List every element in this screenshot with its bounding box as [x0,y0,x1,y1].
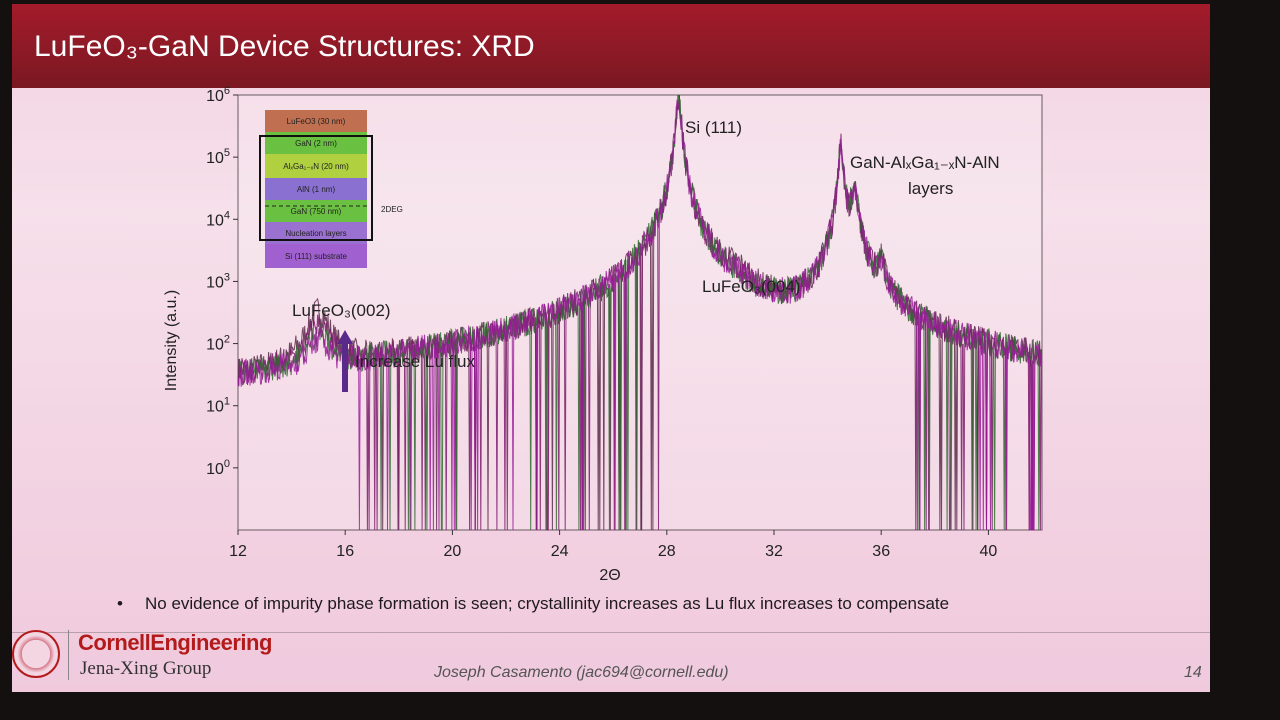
y-tick-label: 100 [206,458,230,478]
cornell-engineering-logo: CornellEngineering [78,630,272,655]
inset-layer [265,132,367,154]
y-tick-label: 103 [206,271,230,291]
peak-label-layers-line2: layers [908,179,953,198]
x-tick-label: 28 [658,543,676,560]
y-tick-label: 104 [206,209,230,229]
slide: LuFeO₃-GaN Device Structures: XRD 100 101… [12,4,1210,692]
increase-arrow-head [337,330,353,344]
x-tick-label: 32 [765,543,783,560]
inset-layer [265,200,367,222]
group-name: Jena-Xing Group [80,658,212,679]
inset-layer [265,244,367,268]
footer-author: Joseph Casamento (jac694@cornell.edu) [434,664,729,681]
increase-flux-label: Increase Lu flux [355,352,476,371]
peak-label-lufeo3-002: LuFeO₃(002) [292,301,391,320]
x-tick-label: 36 [872,543,890,560]
inset-layer-label: GaN (2 nm) [295,139,337,148]
inset-2deg-label: 2DEG [381,205,403,214]
cornell-seal-icon [12,630,60,678]
footer-divider [12,632,1210,633]
title-bar: LuFeO₃-GaN Device Structures: XRD [12,4,1210,88]
inset-layer-label: Si (111) substrate [285,252,348,261]
inset-layer-label: Nucleation layers [285,229,346,238]
inset-heterostructure-box [259,135,373,241]
y-axis-label: Intensity (a.u.) [163,290,180,391]
peak-label-si-111: Si (111) [685,118,742,137]
xrd-series-line [237,101,1042,531]
bullet-point: • No evidence of impurity phase formation… [117,594,949,614]
y-tick-label: 102 [206,334,230,354]
inset-layer [265,154,367,178]
bullet-dot: • [117,594,123,613]
slide-title: LuFeO₃-GaN Device Structures: XRD [34,30,535,63]
logo-divider [68,630,69,680]
inset-layer [265,222,367,244]
x-tick-label: 24 [551,543,569,560]
x-tick-label: 12 [229,543,247,560]
inset-layer [265,178,367,200]
bullet-text: No evidence of impurity phase formation … [145,594,950,613]
peak-label-lufeo3-004: LuFeO₃(004) [702,277,801,296]
x-tick-label: 16 [336,543,354,560]
xrd-chart: 100 101 102 103 104 105 106 12 16 20 24 28 32 36 40 2Θ I… [163,85,1043,584]
inset-layer-label: GaN (750 nm) [291,207,342,216]
y-tick-label: 105 [206,147,230,167]
x-axis-label: 2Θ [599,567,620,584]
y-tick-label: 101 [206,396,230,416]
x-tick-label: 20 [444,543,462,560]
inset-layer [265,110,367,132]
page-number: 14 [1184,664,1202,681]
peak-label-layers-line1: GaN-AlₓGa₁₋ₓN-AlN [850,153,1000,172]
x-tick-label: 40 [980,543,998,560]
inset-layer-label: AlN (1 nm) [297,185,336,194]
inset-layer-label: LuFeO3 (30 nm) [287,117,346,126]
inset-layer-label: AlₓGa₁₋ₓN (20 nm) [283,162,349,171]
y-tick-label: 106 [206,85,230,105]
